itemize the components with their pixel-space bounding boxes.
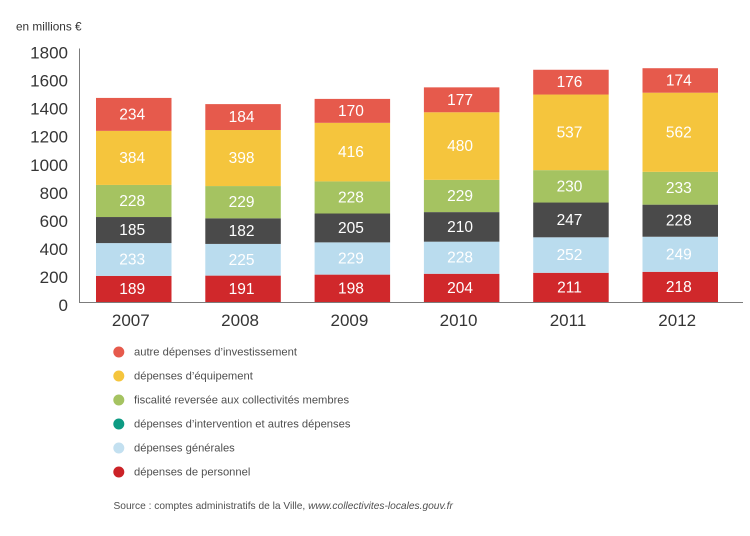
svg-text:252: 252 — [557, 247, 583, 264]
svg-text:229: 229 — [338, 251, 364, 268]
svg-text:2008: 2008 — [221, 311, 259, 330]
svg-text:182: 182 — [229, 223, 255, 240]
svg-text:228: 228 — [666, 213, 692, 230]
svg-text:204: 204 — [447, 280, 473, 297]
svg-text:205: 205 — [338, 220, 364, 237]
svg-text:229: 229 — [229, 194, 255, 211]
svg-text:211: 211 — [557, 280, 582, 297]
svg-text:2007: 2007 — [112, 311, 150, 330]
svg-text:233: 233 — [666, 180, 692, 197]
svg-text:174: 174 — [666, 72, 692, 89]
svg-text:200: 200 — [40, 268, 68, 287]
svg-text:2011: 2011 — [550, 311, 587, 330]
svg-text:198: 198 — [338, 281, 364, 298]
svg-text:228: 228 — [119, 193, 145, 210]
svg-text:2012: 2012 — [658, 311, 696, 330]
svg-text:dépenses d’intervention et aut: dépenses d’intervention et autres dépens… — [134, 419, 351, 431]
svg-text:233: 233 — [119, 251, 145, 268]
svg-text:dépenses générales: dépenses générales — [134, 443, 235, 455]
svg-text:en millions €: en millions € — [16, 20, 82, 34]
svg-text:398: 398 — [229, 150, 255, 167]
svg-text:191: 191 — [229, 281, 255, 298]
svg-text:1800: 1800 — [30, 44, 68, 63]
svg-text:218: 218 — [666, 279, 692, 296]
svg-text:249: 249 — [666, 246, 692, 263]
svg-text:229: 229 — [447, 188, 473, 205]
svg-text:176: 176 — [557, 74, 583, 91]
svg-text:dépenses de personnel: dépenses de personnel — [134, 467, 250, 479]
svg-text:228: 228 — [338, 189, 364, 206]
svg-text:189: 189 — [119, 281, 145, 298]
svg-text:400: 400 — [40, 240, 68, 259]
svg-text:800: 800 — [40, 184, 68, 203]
svg-text:210: 210 — [447, 219, 473, 236]
svg-text:234: 234 — [119, 106, 145, 123]
svg-text:1000: 1000 — [30, 156, 68, 175]
svg-text:184: 184 — [229, 109, 255, 126]
svg-text:2010: 2010 — [440, 311, 478, 330]
svg-text:384: 384 — [119, 150, 145, 167]
svg-text:185: 185 — [119, 222, 145, 239]
svg-text:1600: 1600 — [30, 72, 68, 91]
svg-text:177: 177 — [447, 92, 473, 109]
svg-text:2009: 2009 — [330, 311, 368, 330]
svg-text:1400: 1400 — [30, 100, 68, 119]
svg-text:480: 480 — [447, 138, 473, 155]
svg-text:600: 600 — [40, 212, 68, 231]
svg-text:225: 225 — [229, 252, 255, 269]
svg-text:170: 170 — [338, 103, 364, 120]
svg-text:autre dépenses d’investissemen: autre dépenses d’investissement — [134, 347, 298, 359]
svg-text:228: 228 — [447, 250, 473, 267]
svg-text:dépenses d’équipement: dépenses d’équipement — [134, 371, 254, 383]
svg-text:Source : comptes administratif: Source : comptes administratifs de la Vi… — [114, 501, 454, 512]
svg-text:0: 0 — [59, 296, 68, 315]
svg-text:fiscalité reversée aux collect: fiscalité reversée aux collectivités mem… — [134, 395, 350, 407]
svg-text:230: 230 — [557, 178, 583, 195]
svg-text:247: 247 — [557, 212, 583, 229]
svg-text:1200: 1200 — [30, 128, 68, 147]
svg-text:537: 537 — [557, 124, 583, 141]
svg-text:562: 562 — [666, 124, 692, 141]
svg-text:416: 416 — [338, 144, 364, 161]
